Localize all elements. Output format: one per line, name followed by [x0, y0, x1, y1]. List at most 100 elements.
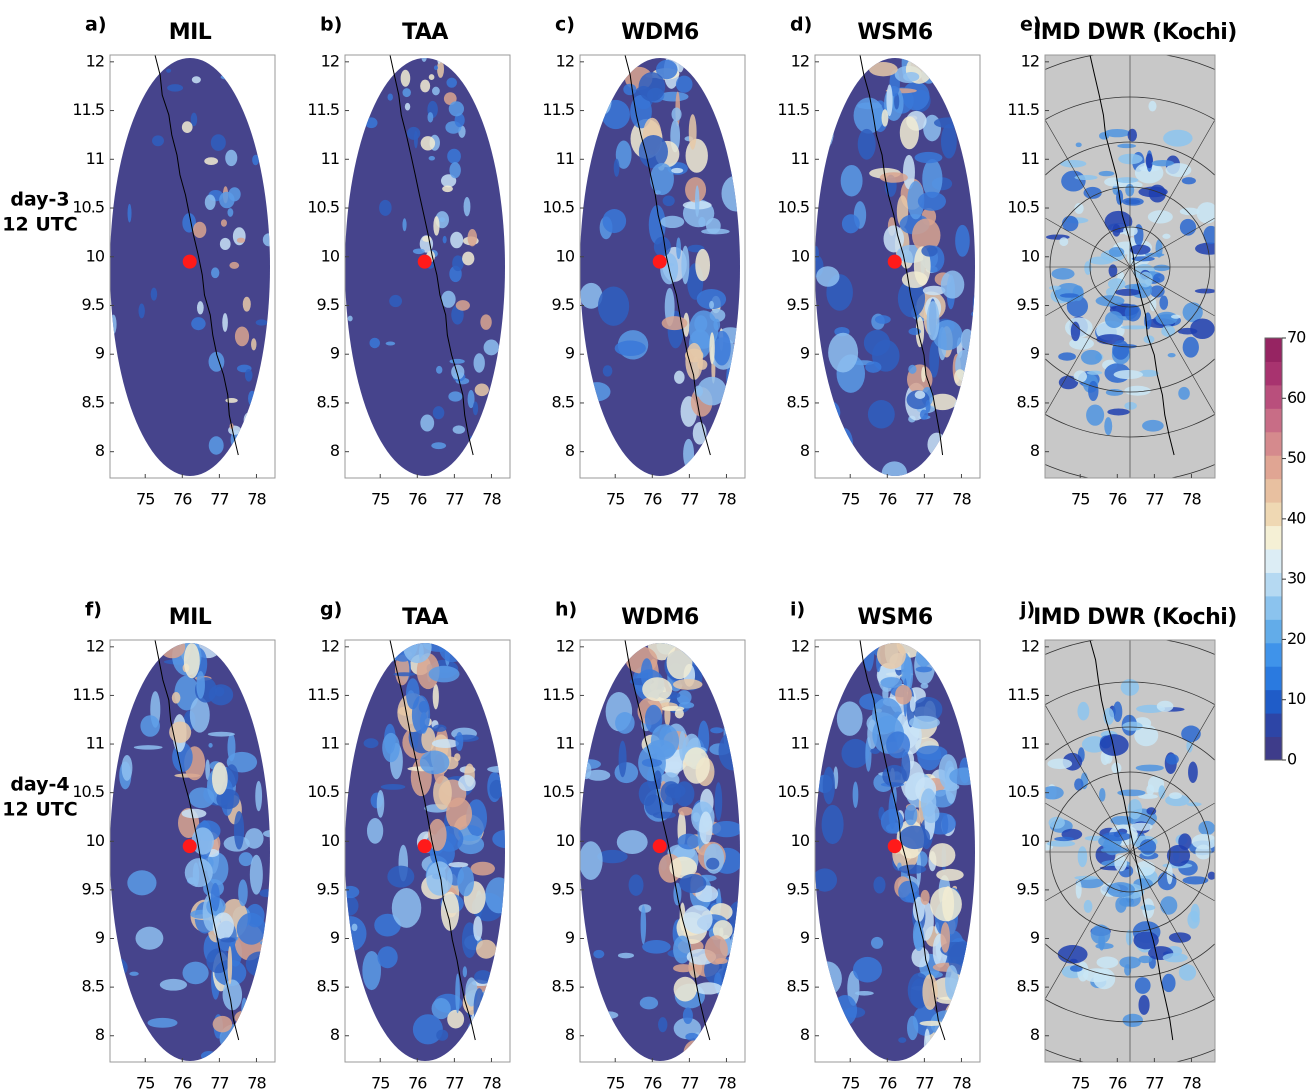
echo — [921, 245, 938, 257]
echo — [1182, 336, 1199, 358]
echo — [956, 405, 962, 438]
echo — [366, 817, 384, 844]
echo — [653, 236, 671, 257]
echo — [1122, 197, 1144, 206]
echo — [652, 811, 676, 819]
echo — [485, 1001, 505, 1039]
echo — [713, 318, 721, 331]
echo — [110, 643, 125, 655]
radial — [1045, 704, 1131, 853]
echo — [1107, 278, 1126, 290]
axes-frame — [1044, 54, 1216, 479]
echo — [376, 789, 385, 818]
echo — [945, 964, 959, 1000]
echo — [488, 414, 503, 427]
x-tick-label: 78 — [482, 490, 501, 509]
echo — [676, 58, 685, 73]
echo — [821, 804, 844, 845]
y-tick-label: 8.5 — [787, 977, 809, 996]
echo — [1196, 202, 1215, 224]
y-tick-label: 9.5 — [82, 295, 104, 314]
echo — [133, 453, 145, 458]
echo — [679, 873, 707, 894]
echo — [683, 1040, 706, 1061]
echo — [249, 854, 263, 895]
echo — [685, 342, 703, 380]
panel-label: b) — [320, 14, 342, 36]
echo — [1083, 186, 1102, 199]
x-tick-label: 75 — [371, 490, 389, 509]
echo — [907, 1015, 919, 1041]
echo — [251, 338, 257, 351]
panel: 8 8.5 9 9.5 10 10.5 11 11.5 12 75 76 77 78 j)IMD DWR … — [1007, 599, 1237, 1092]
echo — [191, 76, 201, 84]
echo — [650, 162, 674, 196]
echo — [462, 251, 475, 266]
echo — [159, 643, 186, 659]
coastline — [624, 639, 711, 1041]
echo — [881, 461, 908, 476]
echo — [1074, 174, 1098, 181]
echo — [647, 643, 677, 661]
echo — [487, 413, 496, 433]
coastline — [1089, 54, 1175, 456]
echo — [702, 1052, 718, 1061]
echo — [883, 225, 905, 253]
echo — [432, 683, 439, 710]
echo — [673, 678, 703, 690]
echo — [629, 643, 638, 647]
echo — [449, 162, 461, 179]
echo — [1161, 325, 1176, 337]
echo — [615, 711, 635, 734]
echo — [961, 434, 969, 450]
echo — [1166, 864, 1173, 885]
echo — [657, 91, 689, 102]
echo — [580, 397, 593, 424]
y-tick-label: 8 — [800, 441, 810, 460]
y-tick-label: 11 — [556, 149, 574, 168]
echo — [267, 423, 270, 434]
echo — [147, 1017, 178, 1028]
echo — [920, 683, 929, 689]
echo — [457, 865, 475, 897]
echo — [707, 447, 731, 475]
echo — [462, 966, 468, 978]
y-tick-label: 9 — [330, 344, 340, 363]
echo — [671, 107, 682, 122]
echo — [1138, 955, 1153, 964]
x-tick-label: 75 — [1071, 490, 1089, 509]
echo — [815, 868, 838, 892]
echo — [960, 427, 975, 435]
echo — [487, 58, 504, 64]
echo — [614, 340, 646, 356]
y-tick-label: 10 — [556, 246, 575, 265]
echo — [1108, 247, 1125, 257]
echo — [929, 341, 940, 378]
echo — [952, 1047, 973, 1061]
echo — [833, 995, 858, 1026]
echo — [196, 301, 204, 315]
echo — [1179, 218, 1197, 236]
echo — [1162, 233, 1171, 239]
echo — [1138, 994, 1150, 1015]
echo — [351, 923, 358, 932]
y-tick-label: 8.5 — [1017, 977, 1039, 996]
echo — [190, 112, 198, 127]
echo — [127, 203, 132, 223]
panel: 8 8.5 9 9.5 10 10.5 11 11.5 12 75 76 77 78 e)IMD DWR … — [1007, 14, 1237, 509]
station-marker — [182, 839, 197, 854]
echo — [666, 646, 693, 680]
colorbar-tick-label: 50 — [1287, 448, 1306, 467]
echo — [1195, 242, 1215, 255]
echo — [1075, 142, 1082, 148]
echo — [904, 804, 918, 826]
row-label: 12 UTC — [2, 214, 77, 236]
echo — [258, 1000, 270, 1024]
echo — [954, 419, 975, 446]
echo — [673, 964, 694, 973]
echo — [840, 164, 863, 197]
echo — [478, 643, 502, 661]
echo — [385, 341, 396, 346]
echo — [1179, 207, 1200, 216]
echo — [433, 65, 439, 71]
